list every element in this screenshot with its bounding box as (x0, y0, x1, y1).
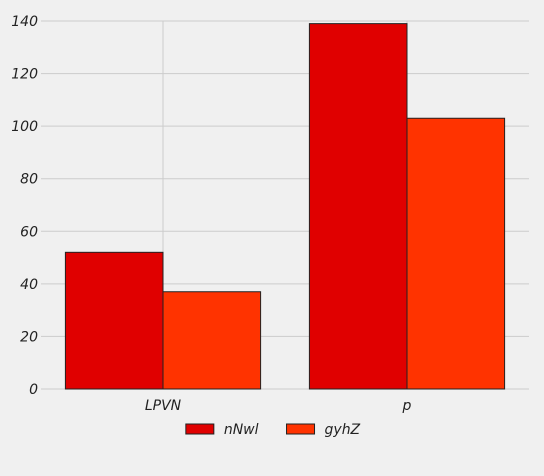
x-axis-tick-labels: LPVN p (145, 398, 412, 414)
legend-label: gyhZ (325, 422, 361, 438)
x-tick-label: LPVN (145, 398, 182, 414)
y-tick-label: 140 (11, 14, 38, 30)
y-tick-label: 40 (20, 277, 38, 293)
y-tick-label: 80 (20, 172, 38, 188)
y-axis-tick-labels: 0 20 40 60 80 100 120 140 (11, 14, 38, 398)
y-tick-label: 20 (20, 329, 38, 345)
bar-gyhZ-p (406, 117, 506, 390)
x-tick-label: p (402, 398, 412, 414)
legend-label: nNwl (224, 422, 259, 438)
bar-nNwl-p (308, 23, 408, 390)
y-tick-label: 120 (11, 67, 38, 83)
bar-group (64, 23, 506, 390)
legend-swatch-gyhZ (286, 423, 316, 435)
bar-gyhZ-LPVN (162, 291, 262, 390)
y-tick-label: 100 (11, 119, 38, 135)
y-tick-label: 60 (20, 224, 38, 240)
y-tick-label: 0 (29, 382, 38, 398)
legend-swatch-nNwl (185, 423, 215, 435)
bar-nNwl-LPVN (64, 251, 164, 390)
legend: nNwl gyhZ (185, 422, 361, 438)
